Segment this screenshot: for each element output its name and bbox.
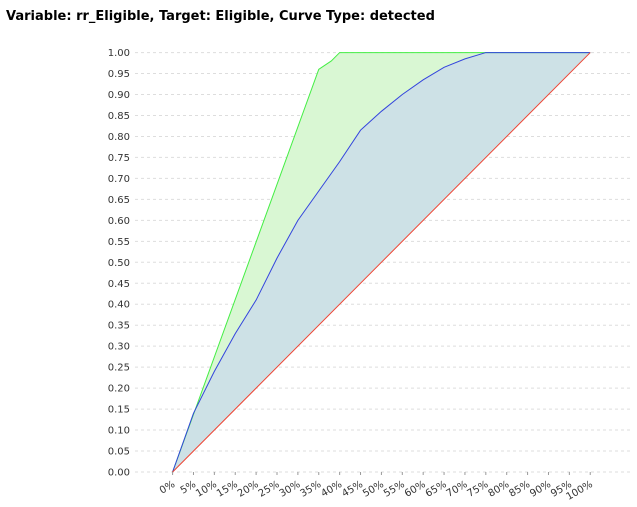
y-tick-label: 1.00	[108, 48, 130, 59]
y-tick-label: 0.35	[108, 321, 130, 332]
y-tick-label: 0.20	[108, 384, 130, 395]
line	[172, 52, 591, 473]
y-tick-label: 0.00	[108, 468, 130, 479]
chart-title: Variable: rr_Eligible, Target: Eligible,…	[6, 9, 435, 24]
y-tick-label: 0.50	[108, 258, 130, 269]
y-tick-label: 0.85	[108, 111, 130, 122]
y-tick-label: 0.80	[108, 132, 130, 143]
y-tick-label: 0.65	[108, 195, 130, 206]
line	[172, 52, 591, 473]
y-tick-label: 0.60	[108, 216, 130, 227]
x-tick-label: 0%	[158, 479, 177, 496]
y-tick-label: 0.10	[108, 426, 130, 437]
y-tick-label: 0.05	[108, 447, 130, 458]
y-tick-label: 0.45	[108, 279, 130, 290]
line	[172, 52, 591, 473]
y-tick-label: 0.25	[108, 363, 130, 374]
y-tick-label: 0.70	[108, 174, 130, 185]
x-tick-label: 5%	[179, 479, 198, 496]
y-tick-label: 0.55	[108, 237, 130, 248]
y-tick-label: 0.40	[108, 300, 130, 311]
y-tick-label: 0.90	[108, 90, 130, 101]
y-tick-label: 0.75	[108, 153, 130, 164]
y-tick-label: 0.95	[108, 69, 130, 80]
y-tick-label: 0.30	[108, 342, 130, 353]
y-tick-label: 0.15	[108, 405, 130, 416]
